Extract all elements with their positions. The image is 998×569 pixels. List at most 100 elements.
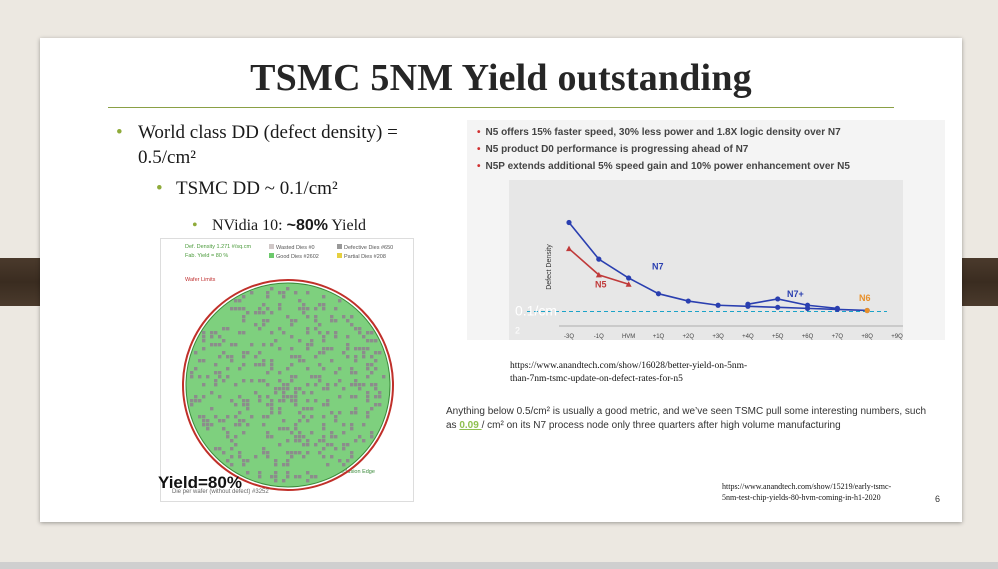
defective-die — [258, 475, 262, 479]
legend-swatch — [269, 253, 274, 258]
defective-die — [270, 287, 274, 291]
defective-die — [314, 383, 318, 387]
legend-wasted-label: Wasted Dies #0 — [276, 245, 315, 251]
x-tick-label: +2Q — [683, 334, 695, 340]
defective-die — [370, 407, 374, 411]
defective-die — [322, 427, 326, 431]
defective-die — [202, 335, 206, 339]
defective-die — [294, 291, 298, 295]
defective-die — [246, 423, 250, 427]
defective-die — [358, 435, 362, 439]
defective-die — [310, 375, 314, 379]
defective-die — [238, 451, 242, 455]
source-link-1-line2[interactable]: than-7nm-tsmc-update-on-defect-rates-for… — [510, 374, 683, 384]
defective-die — [190, 371, 194, 375]
defective-die — [358, 387, 362, 391]
defective-die — [330, 359, 334, 363]
defective-die — [346, 319, 350, 323]
defective-die — [318, 451, 322, 455]
defective-die — [282, 395, 286, 399]
defective-die — [334, 415, 338, 419]
bullet-dot-icon: • — [116, 122, 123, 143]
defective-die — [298, 307, 302, 311]
source-link-2-line1[interactable]: https://www.anandtech.com/show/15219/ear… — [722, 482, 892, 491]
x-tick-label: +7Q — [832, 334, 844, 340]
chart-bullet-text: N5 product D0 performance is progressing… — [485, 144, 749, 155]
source-link-1[interactable]: https://www.anandtech.com/show/16028/bet… — [510, 360, 747, 386]
defective-die — [258, 327, 262, 331]
defective-die — [270, 407, 274, 411]
defective-die — [302, 303, 306, 307]
wafer-caption: Die per wafer (without defect) #3252 — [172, 489, 269, 495]
defective-die — [374, 339, 378, 343]
source-link-2[interactable]: https://www.anandtech.com/show/15219/ear… — [722, 481, 891, 503]
legend-partial: Partial Dies #208 — [337, 253, 386, 260]
defective-die — [286, 475, 290, 479]
defective-die — [310, 339, 314, 343]
defective-die — [370, 331, 374, 335]
defective-die — [294, 375, 298, 379]
series-point-n5 — [595, 271, 602, 278]
slide-title: TSMC 5NM Yield outstanding — [250, 57, 752, 99]
defective-die — [262, 343, 266, 347]
defective-die — [202, 339, 206, 343]
defective-die — [218, 355, 222, 359]
defective-die — [262, 359, 266, 363]
defective-die — [306, 347, 310, 351]
defective-die — [302, 359, 306, 363]
defective-die — [246, 403, 250, 407]
defective-die — [202, 347, 206, 351]
defective-die — [222, 379, 226, 383]
defective-die — [342, 315, 346, 319]
defective-die — [198, 415, 202, 419]
defective-die — [278, 411, 282, 415]
legend-good-label: Good Dies #2602 — [276, 254, 319, 260]
defective-die — [358, 331, 362, 335]
series-point-n7plus — [834, 305, 840, 311]
defective-die — [294, 399, 298, 403]
defective-die — [282, 463, 286, 467]
defective-die — [210, 423, 214, 427]
defective-die — [230, 359, 234, 363]
defective-die — [334, 331, 338, 335]
defective-die — [258, 379, 262, 383]
defective-die — [306, 479, 310, 483]
chart-bullet: • N5P extends additional 5% speed gain an… — [477, 158, 850, 175]
defective-die — [282, 295, 286, 299]
defective-die — [286, 367, 290, 371]
source-link-2-line2[interactable]: 5nm-test-chip-yields-80-hvm-coming-in-h1… — [722, 493, 881, 502]
defective-die — [322, 415, 326, 419]
defective-die — [322, 447, 326, 451]
defective-die — [266, 431, 270, 435]
defective-die — [290, 455, 294, 459]
defective-die — [246, 351, 250, 355]
defective-die — [206, 423, 210, 427]
series-point-n7 — [715, 302, 721, 308]
defective-die — [290, 363, 294, 367]
defective-die — [238, 331, 242, 335]
defective-die — [282, 399, 286, 403]
defective-die — [254, 455, 258, 459]
source-link-1-line1[interactable]: https://www.anandtech.com/show/16028/bet… — [510, 361, 748, 371]
series-line-n7plus — [747, 298, 838, 310]
defective-die — [350, 323, 354, 327]
defective-die — [294, 435, 298, 439]
defective-die — [318, 303, 322, 307]
chart-bullet: • N5 product D0 performance is progressin… — [477, 141, 850, 158]
defective-die — [334, 307, 338, 311]
defective-die — [234, 343, 238, 347]
defective-die — [198, 375, 202, 379]
defective-die — [266, 371, 270, 375]
legend-yield: Fab. Yield = 80 % — [185, 253, 229, 259]
defective-die — [226, 367, 230, 371]
defective-die — [314, 315, 318, 319]
defective-die — [362, 335, 366, 339]
defective-die — [338, 459, 342, 463]
defective-die — [194, 367, 198, 371]
defective-die — [210, 343, 214, 347]
defective-die — [278, 427, 282, 431]
defective-die — [286, 387, 290, 391]
defective-die — [202, 331, 206, 335]
defective-die — [322, 455, 326, 459]
series-label: N7 — [652, 262, 664, 272]
